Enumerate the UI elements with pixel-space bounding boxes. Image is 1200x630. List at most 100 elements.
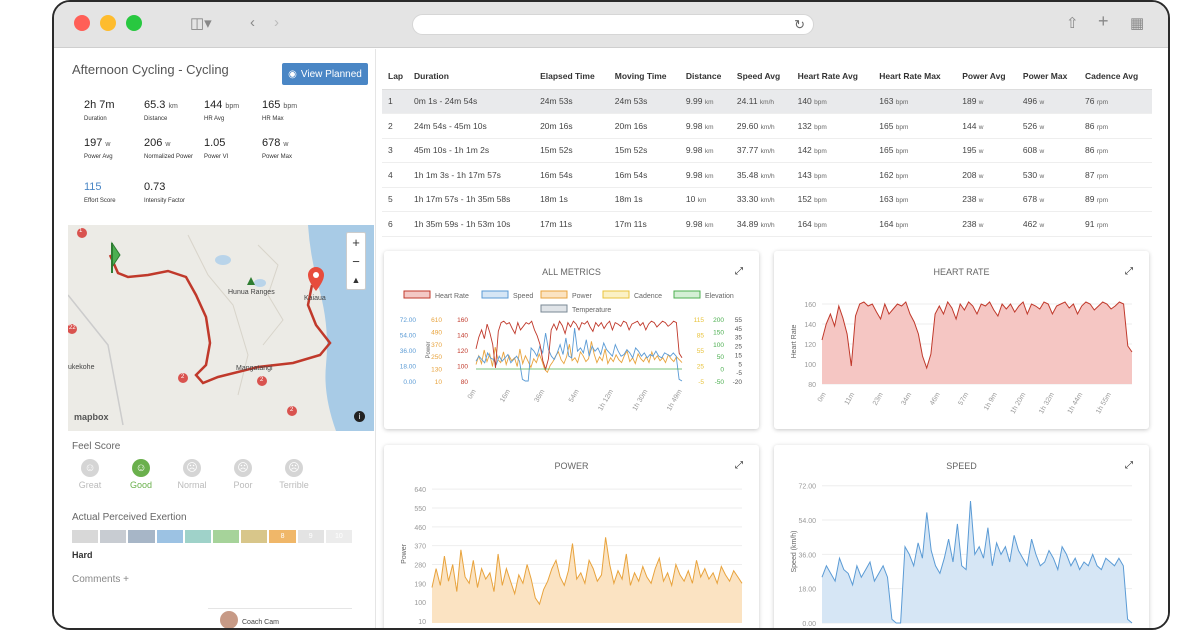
stat-power-vi: 1.05 Power VI <box>204 137 264 161</box>
column-header[interactable]: Elapsed Time <box>534 63 609 90</box>
x-tick-label: 16m <box>499 388 512 403</box>
lap-cell: 17m 11s <box>608 211 680 237</box>
lap-row[interactable]: 6 1h 35m 59s - 1h 53m 10s 17m 11s 17m 11s 9.… <box>382 211 1152 237</box>
series-area <box>432 537 742 623</box>
back-arrow-icon[interactable]: ‹ <box>250 14 255 31</box>
legend-label[interactable]: Power <box>572 293 593 300</box>
stat-number: 206 <box>144 137 163 149</box>
y-tick-label: 0 <box>720 367 724 374</box>
rpe-level[interactable]: 8 <box>269 530 296 543</box>
coach-comment: Coach Cam <box>208 608 352 628</box>
lap-row[interactable]: 2 24m 54s - 45m 10s 20m 16s 20m 16s 9.98 km 2… <box>382 113 1152 139</box>
stat-value: 115 <box>84 181 144 193</box>
y-tick-label: 160 <box>804 302 816 309</box>
zoom-window-button[interactable] <box>126 15 142 31</box>
legend-label[interactable]: Heart Rate <box>435 293 469 300</box>
expand-icon[interactable]: ⤢ <box>735 460 743 471</box>
lap-cell: 35.48 km/h <box>730 162 792 188</box>
route-map[interactable]: 1 22 2 2 2 Hunua Ranges Kaiaua Mangatang… <box>68 225 374 431</box>
feel-option-good[interactable]: ☺ Good <box>121 459 161 490</box>
rpe-level[interactable] <box>128 530 155 543</box>
column-header[interactable]: Duration <box>408 63 535 90</box>
reload-icon[interactable]: ↻ <box>794 17 805 32</box>
map-zoom-control: + − ▲ <box>346 232 366 290</box>
feel-option-terrible[interactable]: ☹ Terrible <box>274 459 314 490</box>
lap-cell: 86 rpm <box>1078 138 1152 163</box>
rpe-scale[interactable]: 8 9 10 <box>72 530 353 543</box>
column-header[interactable]: Power Max <box>1016 63 1079 90</box>
share-icon[interactable]: ⇧ <box>1066 15 1079 32</box>
cell-value: 140 <box>797 96 812 107</box>
column-header[interactable]: Moving Time <box>608 63 680 90</box>
cell-value: 165 <box>879 120 894 131</box>
column-header[interactable]: Distance <box>679 63 731 90</box>
lap-cell: 143 bpm <box>791 162 874 188</box>
mapbox-logo[interactable]: mapbox <box>74 412 109 422</box>
rpe-level[interactable] <box>213 530 240 543</box>
lap-cell: 9.98 km <box>679 211 731 237</box>
feel-option-poor[interactable]: ☹ Poor <box>223 459 263 490</box>
close-window-button[interactable] <box>74 15 90 31</box>
zoom-out-button[interactable]: − <box>352 254 360 269</box>
expand-icon[interactable]: ⤢ <box>735 266 743 277</box>
legend-label[interactable]: Temperature <box>572 307 611 314</box>
app-content: Afternoon Cycling - Cycling ◉ View Plann… <box>54 49 1168 628</box>
feel-option-label: Normal <box>177 480 207 490</box>
sidebar-toggle-icon[interactable]: ◫▾ <box>190 15 212 32</box>
rpe-level[interactable] <box>156 530 183 543</box>
zoom-in-button[interactable]: + <box>352 235 360 250</box>
tab-overview-icon[interactable]: ▦ <box>1130 15 1145 32</box>
rpe-level[interactable] <box>72 530 99 543</box>
coach-avatar <box>220 611 238 628</box>
lap-row[interactable]: 5 1h 17m 57s - 1h 35m 58s 18m 1s 18m 1s 10 k… <box>382 187 1152 212</box>
rpe-level[interactable] <box>241 530 268 543</box>
cell-value: 238 <box>962 218 977 229</box>
y-tick-label: 610 <box>431 317 442 324</box>
compass-north-icon[interactable]: ▲ <box>351 275 361 285</box>
y-tick-label: 160 <box>457 317 468 324</box>
forward-arrow-icon[interactable]: › <box>274 14 279 31</box>
feel-option-label: Great <box>78 480 102 490</box>
column-header[interactable]: Speed Avg <box>730 63 792 90</box>
comments-add-link[interactable]: Comments + <box>72 574 129 585</box>
feel-option-normal[interactable]: ☹ Normal <box>172 459 212 490</box>
lap-row[interactable]: 3 45m 10s - 1h 1m 2s 15m 52s 15m 52s 9.98 km… <box>382 138 1152 163</box>
cell-unit: bpm <box>895 123 909 131</box>
lap-cell: 678 w <box>1016 187 1079 212</box>
y-tick-label: 80 <box>461 379 469 386</box>
column-header[interactable]: Heart Rate Max <box>873 63 957 90</box>
new-tab-icon[interactable]: + <box>1098 11 1109 31</box>
legend-swatch <box>602 290 630 299</box>
view-planned-button[interactable]: ◉ View Planned <box>282 63 368 85</box>
activity-title: Afternoon Cycling - Cycling <box>72 62 229 77</box>
lap-cell: 530 w <box>1016 162 1079 188</box>
column-header[interactable]: Heart Rate Avg <box>791 63 874 90</box>
cell-value: 9.98 <box>685 169 703 180</box>
column-header[interactable]: Cadence Avg <box>1078 63 1152 90</box>
rpe-level[interactable] <box>100 530 127 543</box>
expand-icon[interactable]: ⤢ <box>1125 460 1133 471</box>
y-tick-label: 370 <box>431 342 442 349</box>
column-header[interactable]: Power Avg <box>956 63 1017 90</box>
expand-icon[interactable]: ⤢ <box>1125 266 1133 277</box>
lap-row[interactable]: 4 1h 1m 3s - 1h 17m 57s 16m 54s 16m 54s 9.98… <box>382 162 1152 188</box>
feel-option-great[interactable]: ☺ Great <box>70 459 110 490</box>
address-bar[interactable]: ↻ <box>412 14 814 35</box>
rpe-level[interactable] <box>184 530 212 543</box>
legend-label[interactable]: Speed <box>513 293 533 300</box>
info-icon[interactable]: i <box>354 411 365 422</box>
lap-cell: 526 w <box>1016 113 1079 139</box>
column-header[interactable]: Lap <box>382 63 408 90</box>
rpe-level[interactable]: 9 <box>297 530 324 543</box>
lap-cell: 1 <box>382 89 408 114</box>
heart-rate-chart-card: HEART RATE ⤢ 160 140 120 100 80 Heart Rate 0m 1… <box>774 251 1149 429</box>
legend-swatch <box>540 290 568 299</box>
lap-cell: 15m 52s <box>534 138 609 163</box>
legend-label[interactable]: Elevation <box>705 293 734 300</box>
lap-row[interactable]: 1 0m 1s - 24m 54s 24m 53s 24m 53s 9.99 km 24.… <box>382 89 1152 114</box>
legend-label[interactable]: Cadence <box>634 293 662 300</box>
rpe-level[interactable]: 10 <box>325 530 353 543</box>
y-tick-label: 55 <box>735 317 743 324</box>
y-tick-label: 140 <box>457 333 468 340</box>
minimize-window-button[interactable] <box>100 15 116 31</box>
